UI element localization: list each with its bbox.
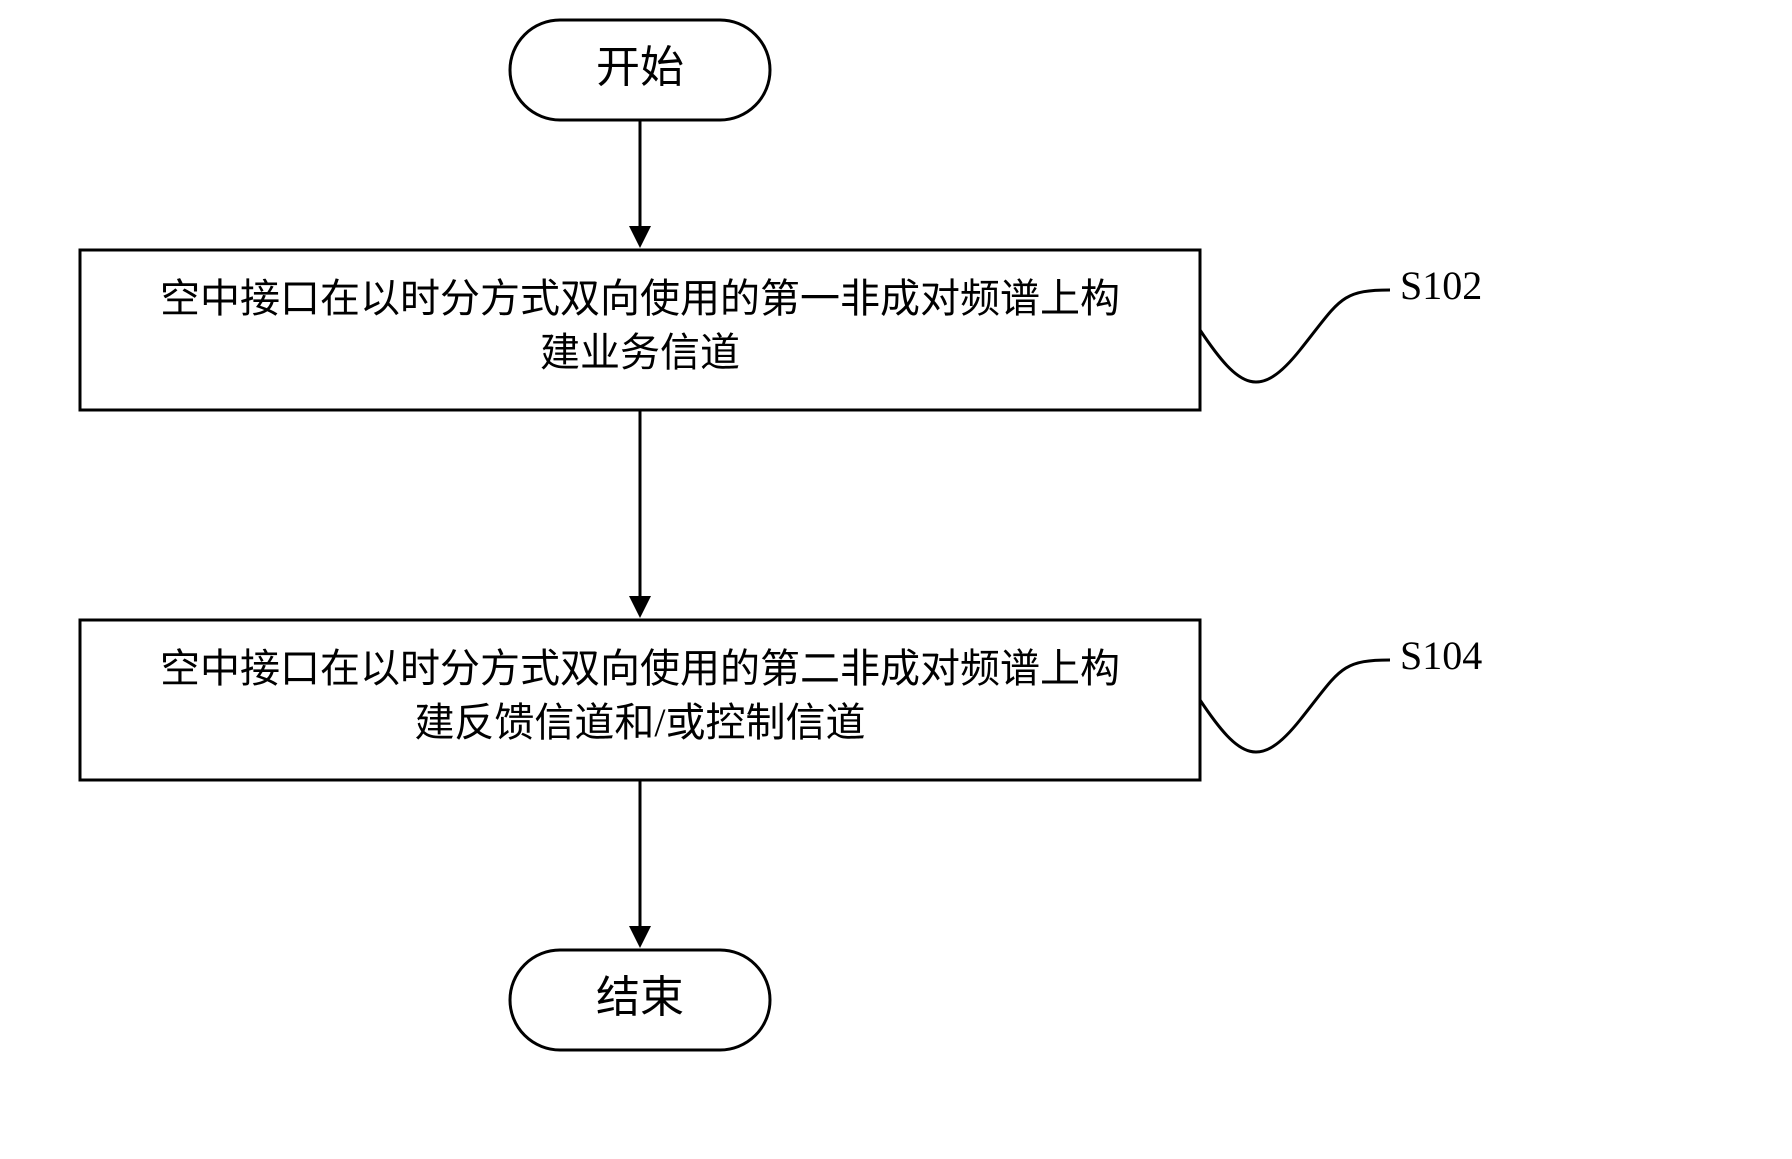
arrowhead-s102-s104 [629,596,651,618]
start-label: 开始 [596,43,684,92]
s104-text-line-1: 建反馈信道和/或控制信道 [414,700,865,745]
s104-connector [1200,660,1390,752]
s102-connector [1200,290,1390,382]
end-label: 结束 [596,973,684,1022]
s104-text-line-0: 空中接口在以时分方式双向使用的第二非成对频谱上构 [160,646,1120,691]
s102-side-label: S102 [1400,263,1482,308]
s102-text-line-0: 空中接口在以时分方式双向使用的第一非成对频谱上构 [160,276,1120,321]
s102-text-line-1: 建业务信道 [540,330,740,375]
arrowhead-s104-end [629,926,651,948]
arrowhead-start-s102 [629,226,651,248]
s104-side-label: S104 [1400,633,1482,678]
